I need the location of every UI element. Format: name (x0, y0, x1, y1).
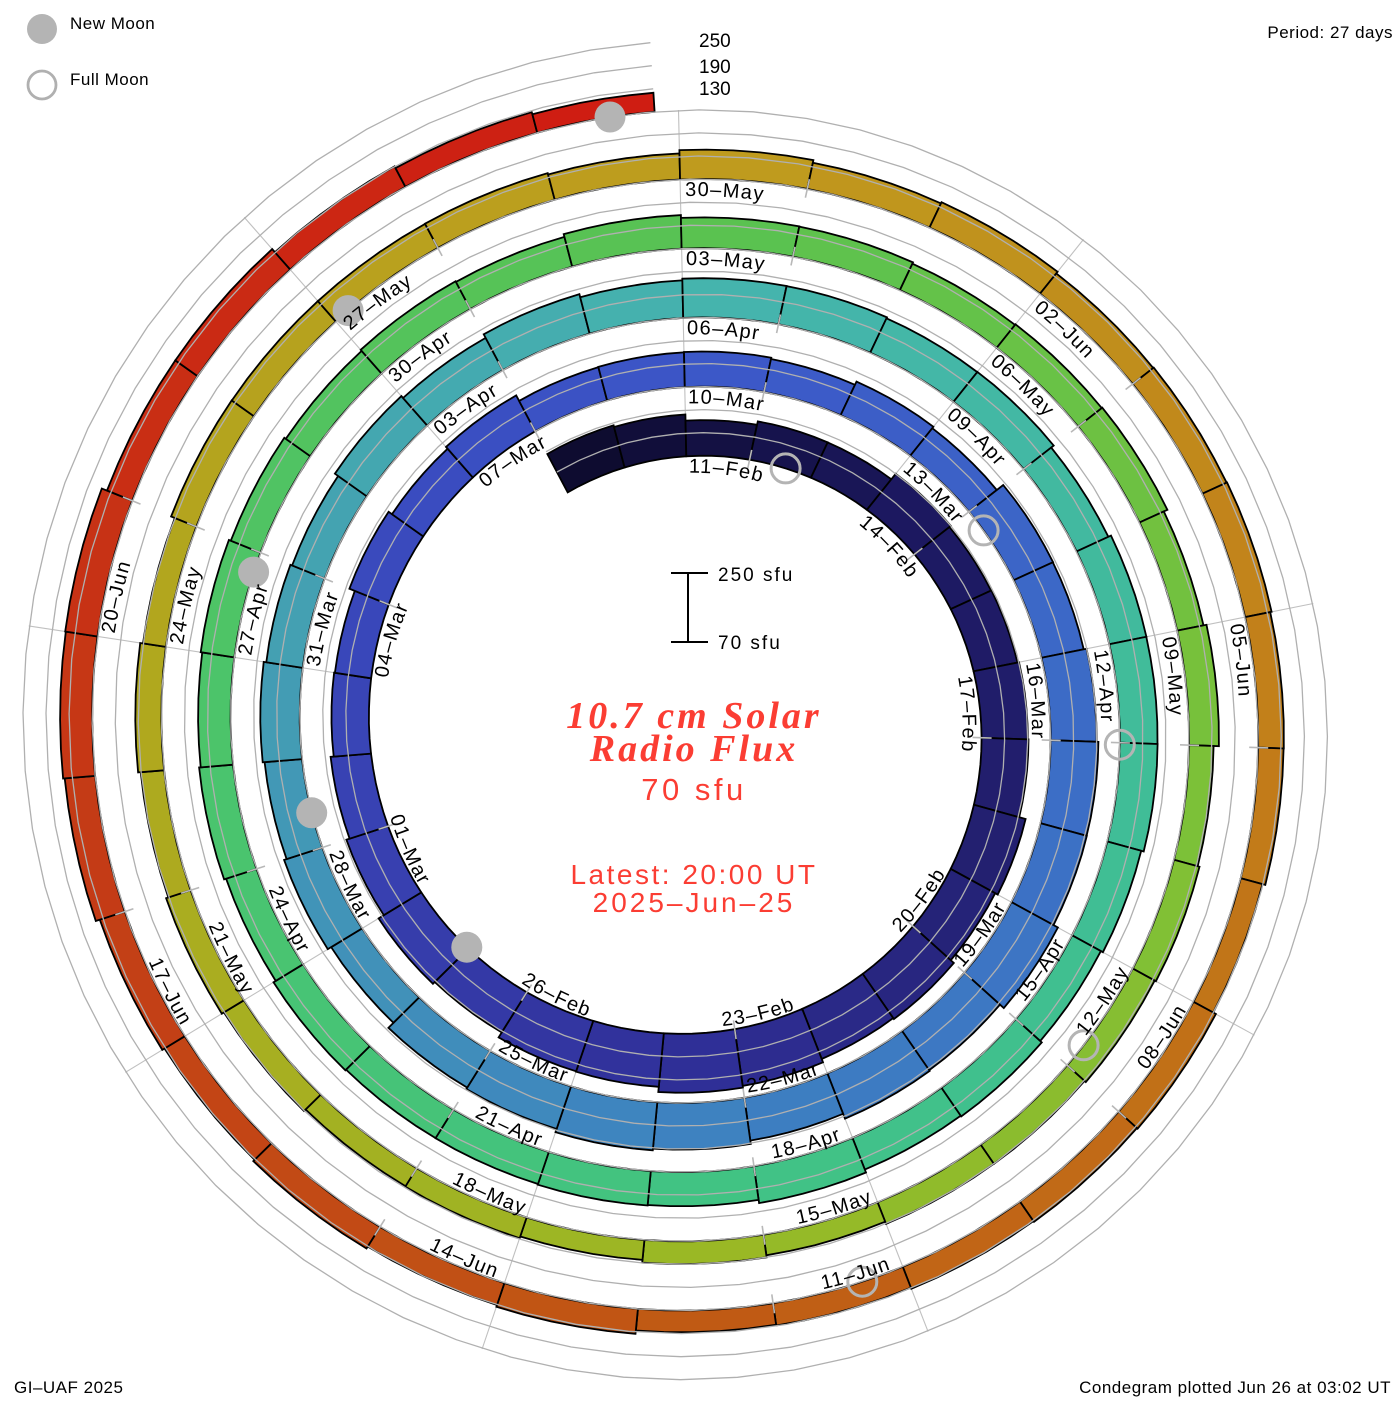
svg-text:Latest: 20:00 UT: Latest: 20:00 UT (570, 859, 817, 890)
svg-text:Radio Flux: Radio Flux (589, 728, 798, 770)
svg-text:10.7 cm Solar: 10.7 cm Solar (566, 695, 821, 737)
svg-text:250: 250 (699, 31, 731, 52)
svg-text:GI–UAF 2025: GI–UAF 2025 (14, 1378, 123, 1397)
svg-text:70 sfu: 70 sfu (718, 633, 782, 654)
svg-text:2025–Jun–25: 2025–Jun–25 (593, 887, 796, 918)
svg-text:Period: 27 days: Period: 27 days (1267, 23, 1393, 42)
svg-text:130: 130 (699, 79, 731, 100)
svg-text:190: 190 (699, 57, 731, 78)
svg-text:70 sfu: 70 sfu (641, 772, 746, 807)
svg-text:Condegram plotted Jun 26 at 03: Condegram plotted Jun 26 at 03:02 UT (1079, 1378, 1391, 1397)
svg-text:New Moon: New Moon (70, 14, 155, 33)
svg-text:250 sfu: 250 sfu (718, 565, 794, 586)
svg-text:Full Moon: Full Moon (70, 70, 149, 89)
